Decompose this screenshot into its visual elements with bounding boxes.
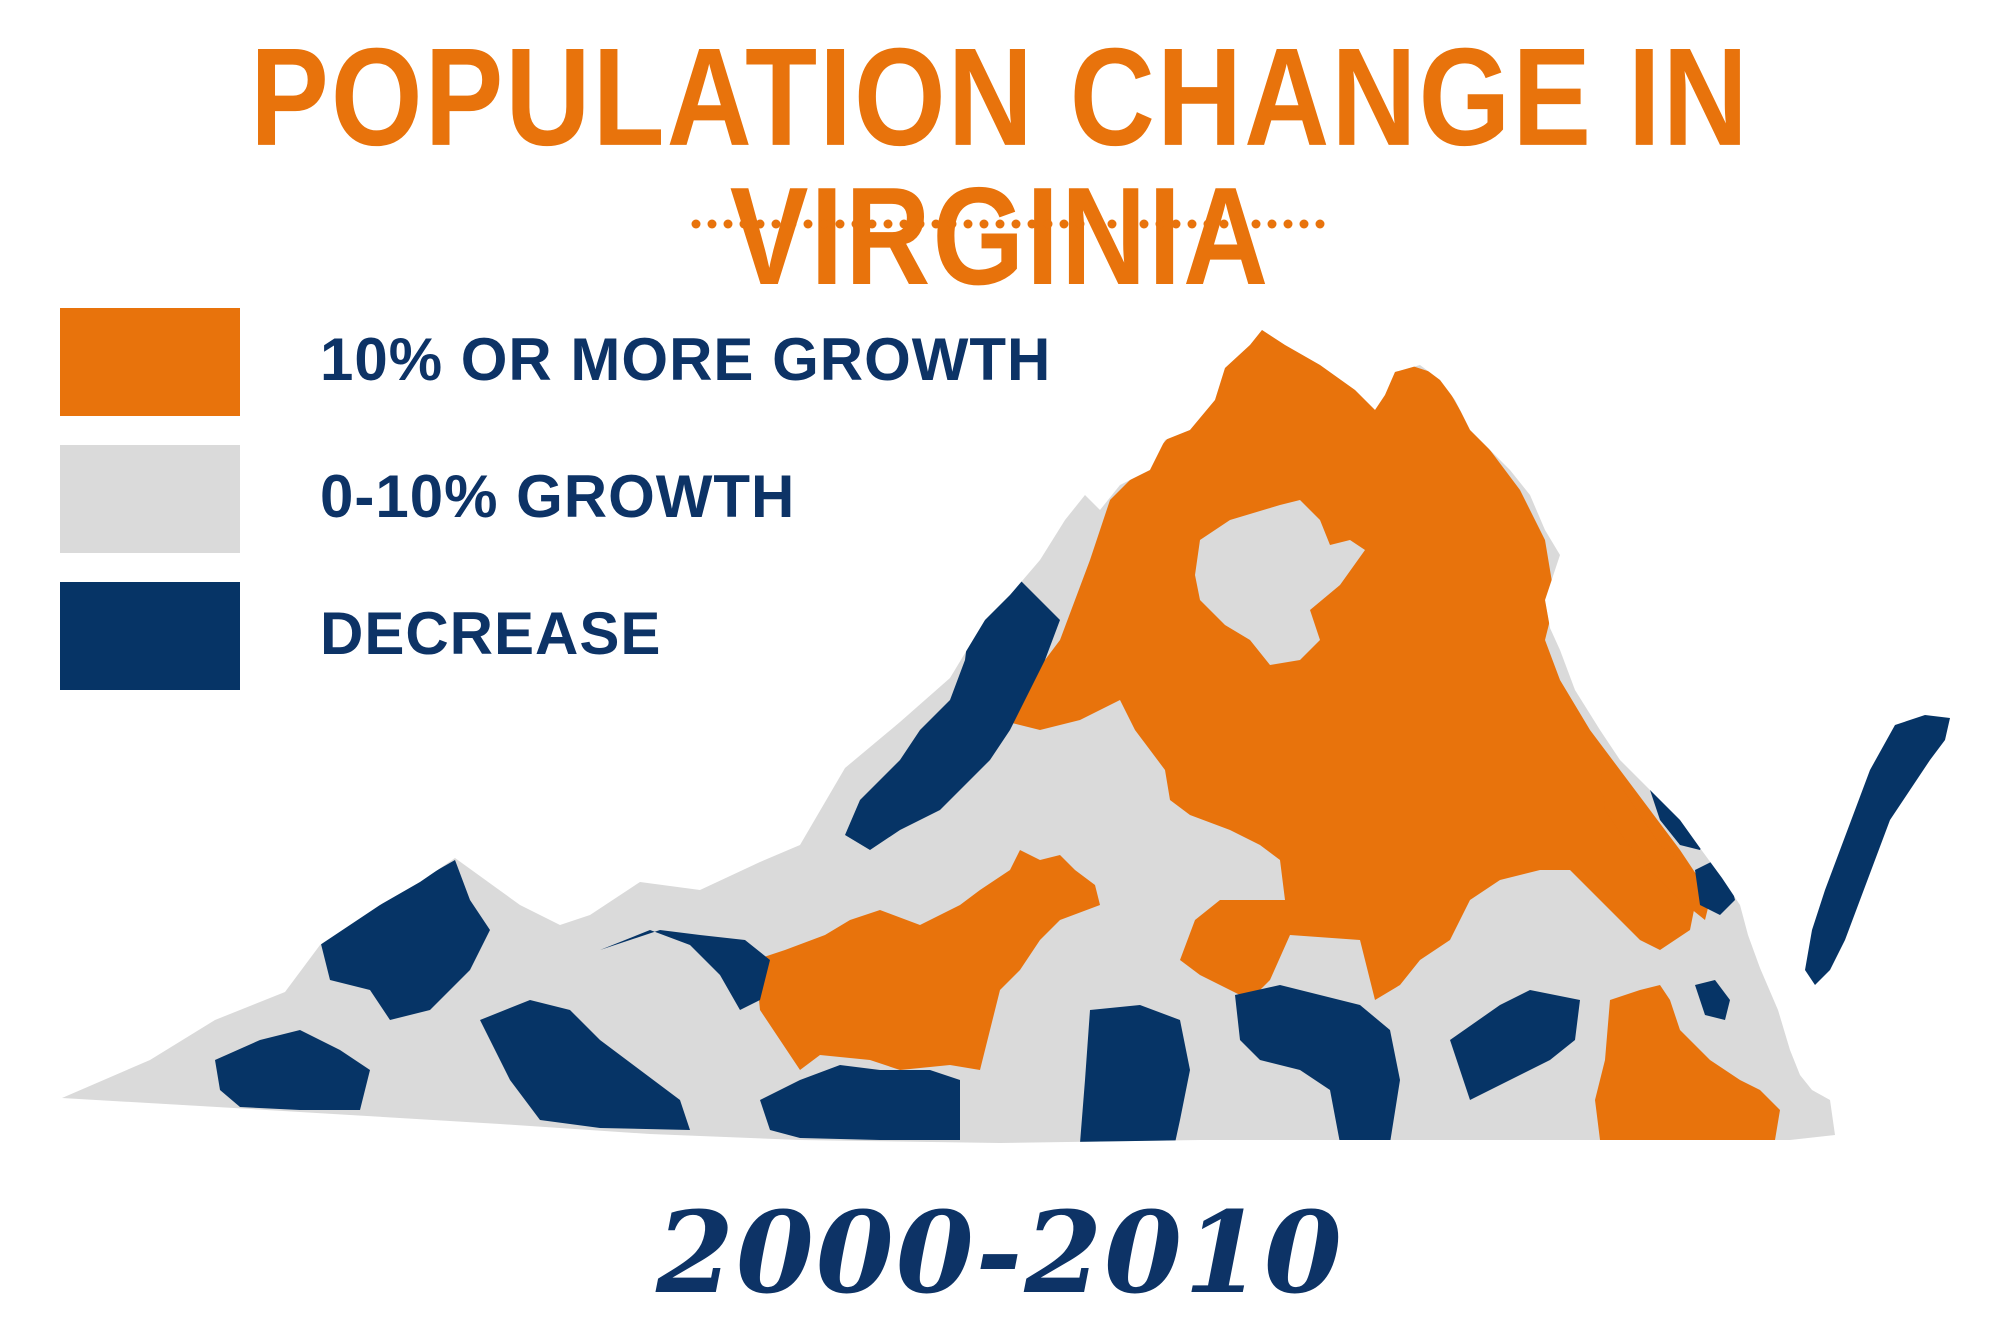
high-growth-region-north	[1000, 330, 1700, 1000]
legend-swatch-decrease	[60, 582, 240, 690]
decrease-region-highland	[845, 570, 1060, 850]
divider-dot	[1075, 219, 1085, 229]
divider-dot	[1027, 219, 1037, 229]
decrease-region-s-4	[1450, 990, 1580, 1100]
divider-dot	[947, 219, 957, 229]
divider-dot	[931, 219, 941, 229]
decrease-region-eastern-shore	[1805, 715, 1950, 985]
divider-dot	[1091, 219, 1101, 229]
divider-dot	[1315, 219, 1325, 229]
divider-dot	[1219, 219, 1229, 229]
divider-dot	[1235, 219, 1245, 229]
divider-dot	[819, 219, 829, 229]
divider-dot	[1043, 219, 1053, 229]
divider-dot	[995, 219, 1005, 229]
divider-dot	[771, 219, 781, 229]
divider-dot	[1267, 219, 1277, 229]
divider-dot	[1139, 219, 1149, 229]
legend-label-high-growth: 10% OR MORE GROWTH	[320, 326, 1052, 393]
decrease-region-s-2	[1080, 1005, 1190, 1143]
divider-dot	[691, 219, 701, 229]
divider-dot	[963, 219, 973, 229]
legend-swatch-low-growth	[60, 445, 240, 553]
divider-dot	[883, 219, 893, 229]
legend-label-low-growth: 0-10% GROWTH	[320, 463, 796, 530]
decrease-region-coast	[1695, 980, 1730, 1020]
decrease-region-sw-2	[215, 1030, 370, 1110]
divider-dot	[1283, 219, 1293, 229]
decrease-region-sw-1	[320, 860, 490, 1020]
divider-dot	[723, 219, 733, 229]
legend-label-decrease: DECREASE	[320, 600, 662, 667]
decrease-region-s-3	[1235, 985, 1400, 1143]
dotted-divider	[691, 219, 1325, 229]
decrease-region-sw-4	[600, 930, 770, 1010]
divider-dot	[1171, 219, 1181, 229]
page-title: POPULATION CHANGE IN VIRGINIA	[250, 19, 1750, 315]
decrease-region-s-1	[760, 1065, 960, 1140]
divider-dot	[1203, 219, 1213, 229]
decrease-region-sw-3	[480, 1000, 690, 1130]
divider-dot	[1155, 219, 1165, 229]
divider-dot	[803, 219, 813, 229]
divider-dot	[867, 219, 877, 229]
divider-dot	[1299, 219, 1309, 229]
divider-dot	[707, 219, 717, 229]
divider-dot	[1011, 219, 1021, 229]
divider-dot	[1107, 219, 1117, 229]
divider-dot	[915, 219, 925, 229]
divider-dot	[1059, 219, 1069, 229]
divider-dot	[1123, 219, 1133, 229]
divider-dot	[835, 219, 845, 229]
divider-dot	[851, 219, 861, 229]
divider-dot	[899, 219, 909, 229]
divider-dot	[979, 219, 989, 229]
high-growth-region-southeast	[1595, 985, 1780, 1140]
divider-dot	[1251, 219, 1261, 229]
divider-dot	[787, 219, 797, 229]
divider-dot	[739, 219, 749, 229]
high-growth-region-peninsula	[1600, 760, 1710, 920]
divider-dot	[1187, 219, 1197, 229]
county-fills	[62, 330, 1835, 1143]
divider-dot	[755, 219, 765, 229]
legend-swatch-high-growth	[60, 308, 240, 416]
low-growth-hole-1	[1195, 500, 1365, 665]
high-growth-region-central	[755, 850, 1100, 1070]
time-period-label: 2000-2010	[656, 1188, 1344, 1319]
